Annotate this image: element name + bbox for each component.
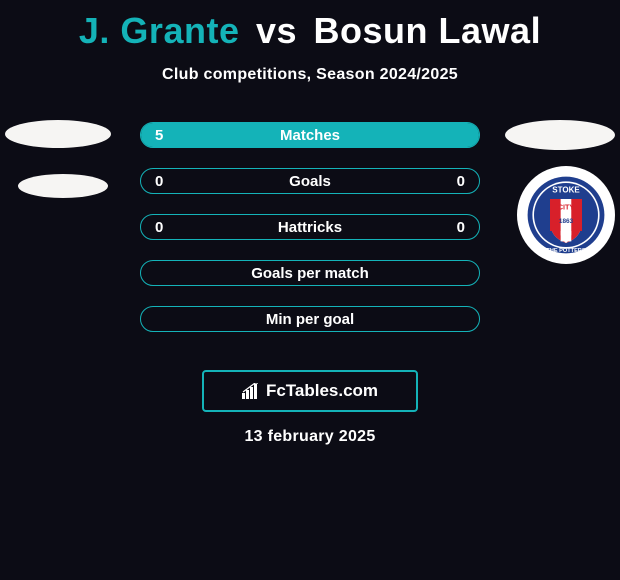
- stat-row-matches: 5 Matches: [140, 122, 480, 148]
- subtitle: Club competitions, Season 2024/2025: [0, 66, 620, 84]
- svg-text:1863: 1863: [559, 218, 574, 225]
- stat-row-hattricks: 0 Hattricks 0: [140, 214, 480, 240]
- chart-area: STOKE CITY 1863 THE POTTERS 5 Matches 0 …: [0, 122, 620, 362]
- stat-label: Matches: [141, 127, 479, 144]
- brand-rest: Tables.com: [286, 381, 378, 400]
- left-value: 0: [155, 219, 163, 236]
- stat-label: Goals per match: [141, 265, 479, 282]
- left-value: 5: [155, 127, 163, 144]
- player2-name: Bosun Lawal: [314, 10, 542, 51]
- stoke-city-crest-icon: STOKE CITY 1863 THE POTTERS: [526, 175, 606, 255]
- right-value: 0: [457, 173, 465, 190]
- vs-label: vs: [256, 10, 297, 51]
- decor-right-ellipse: [505, 120, 615, 150]
- left-value: 0: [155, 173, 163, 190]
- right-value: 0: [457, 219, 465, 236]
- brand-text: FcTables.com: [266, 381, 378, 401]
- stat-label: Goals: [141, 173, 479, 190]
- decor-left-ellipse-2: [18, 174, 108, 198]
- brand-prefix: Fc: [266, 381, 286, 400]
- stat-row-goals: 0 Goals 0: [140, 168, 480, 194]
- bar-chart-icon: [242, 383, 262, 399]
- player1-name: J. Grante: [79, 10, 240, 51]
- footer-brand-box: FcTables.com: [202, 370, 418, 412]
- svg-text:STOKE: STOKE: [552, 186, 580, 195]
- comparison-title: J. Grante vs Bosun Lawal: [0, 0, 620, 52]
- bars-container: 5 Matches 0 Goals 0 0 Hattricks 0 Goals …: [140, 122, 480, 352]
- date-label: 13 february 2025: [0, 428, 620, 446]
- team-badge: STOKE CITY 1863 THE POTTERS: [517, 166, 615, 264]
- svg-text:CITY: CITY: [558, 202, 575, 211]
- stat-row-min-per-goal: Min per goal: [140, 306, 480, 332]
- stat-row-goals-per-match: Goals per match: [140, 260, 480, 286]
- stat-label: Min per goal: [141, 311, 479, 328]
- svg-text:THE POTTERS: THE POTTERS: [546, 248, 585, 254]
- stat-label: Hattricks: [141, 219, 479, 236]
- decor-left-ellipse-1: [5, 120, 111, 148]
